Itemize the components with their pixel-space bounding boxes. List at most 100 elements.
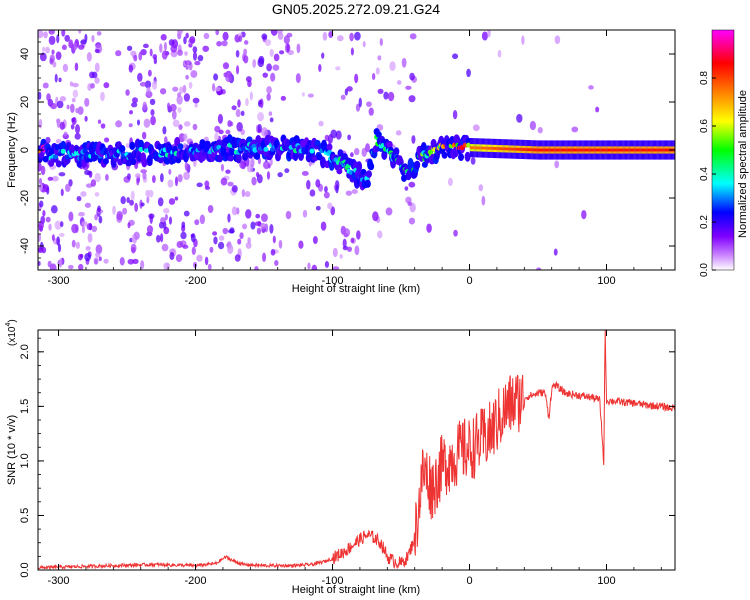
spectrogram-noise-cell	[61, 30, 66, 37]
spectrogram-noise-cell	[47, 176, 54, 181]
spectrogram-noise-cell	[183, 36, 187, 45]
spectrogram-band-cell	[564, 148, 566, 152]
spectrogram-noise-cell	[129, 110, 133, 115]
spectrogram-noise-cell	[174, 176, 179, 187]
spectrogram-noise-cell	[151, 175, 156, 184]
spectrogram-noise-cell	[190, 70, 198, 78]
spectrogram-noise-cell	[192, 97, 200, 104]
spectrogram-noise-cell	[96, 31, 102, 36]
spectrogram-band-cell	[562, 148, 565, 152]
spectrogram-noise-cell	[343, 228, 351, 237]
spectrogram-band-cell	[653, 148, 656, 152]
spectrogram-noise-cell	[252, 59, 257, 68]
spectrogram-band-cell	[516, 147, 519, 151]
spectrogram-noise-cell	[346, 86, 353, 92]
spectrogram-noise-cell	[142, 171, 147, 180]
snr-ytick-label: 0.0	[19, 562, 31, 577]
spectrogram-noise-cell	[324, 261, 330, 268]
spectrogram-band-cell	[42, 155, 49, 163]
colorbar-tick-label: 0.6	[699, 119, 710, 133]
spectrogram-band-cell	[623, 148, 625, 152]
spectrogram-band-cell	[556, 148, 558, 152]
spectrogram-band-cell	[496, 147, 498, 150]
spectrogram-band-cell	[654, 148, 657, 152]
spectrogram-noise-cell	[487, 30, 491, 38]
spectrogram-noise-cell	[158, 221, 165, 229]
spectrogram-noise-cell	[38, 177, 43, 185]
spectrogram-noise-cell	[199, 214, 206, 225]
spectrogram-noise-cell	[78, 263, 84, 270]
spectrogram-band-cell	[663, 148, 665, 152]
spectrogram-noise-cell	[278, 50, 285, 55]
spectrogram-noise-cell	[70, 124, 75, 130]
spectrogram-noise-cell	[221, 40, 228, 47]
spectrogram-noise-cell	[103, 137, 110, 143]
spectrogram-band-cell	[608, 148, 611, 152]
spectrogram-band-cell	[651, 148, 653, 152]
spectrogram-noise-cell	[270, 72, 276, 82]
spectrogram-noise-cell	[240, 110, 245, 117]
spectrogram-band-cell	[509, 147, 511, 151]
spectrogram-band-cell	[477, 146, 479, 150]
spectrogram-noise-cell	[262, 252, 267, 263]
spectrogram-band-cell	[612, 148, 614, 152]
spectrogram-noise-cell	[184, 60, 192, 66]
spectrogram-band-cell	[478, 146, 480, 150]
spectrogram-noise-cell	[243, 48, 248, 56]
spectrogram-band-cell	[589, 148, 591, 152]
spectrogram-noise-cell	[354, 245, 360, 256]
spectrogram-noise-cell	[286, 43, 290, 53]
spectrogram-band-cell	[559, 148, 561, 152]
spectrogram-noise-cell	[311, 264, 318, 270]
spectrogram-noise-cell	[176, 30, 184, 35]
spectrogram-noise-cell	[48, 35, 56, 45]
spectrogram-noise-cell	[447, 177, 453, 187]
spectrogram-noise-cell	[54, 73, 58, 83]
spectrogram-noise-cell	[183, 121, 191, 127]
spectrogram-noise-cell	[332, 247, 338, 258]
spectrogram-band-cell	[487, 146, 489, 150]
spectrogram-band-cell	[199, 139, 206, 147]
spectrogram-band-cell	[606, 148, 608, 152]
spectrogram-noise-cell	[554, 160, 560, 169]
spectrogram-band-cell	[605, 148, 607, 152]
spectrogram-noise-cell	[278, 239, 283, 249]
spectrogram-noise-cell	[38, 162, 42, 172]
spectrogram-noise-cell	[160, 34, 167, 41]
spectrogram-band-cell	[557, 148, 559, 152]
spectrogram-noise-cell	[94, 62, 100, 73]
spectrogram-noise-cell	[472, 124, 480, 132]
spectrogram-noise-cell	[74, 62, 79, 72]
spectrogram-noise-cell	[264, 39, 272, 46]
snr-scale-label: (x104)	[5, 319, 18, 346]
spectrogram-band-cell	[648, 148, 650, 152]
spectrogram-band-cell	[494, 147, 497, 150]
spectrogram-noise-cell	[157, 197, 164, 207]
colorbar-gradient	[711, 29, 735, 271]
spectrogram-band-cell	[594, 148, 596, 152]
spectrogram-noise-cell	[266, 63, 272, 72]
spectrogram-noise-cell	[76, 196, 82, 202]
spectrogram-noise-cell	[323, 191, 330, 199]
spectrogram-ytick-label: 20	[19, 96, 31, 108]
spectrogram-noise-cell	[184, 161, 189, 171]
spectrogram-noise-cell	[47, 260, 52, 268]
spectrogram-noise-cell	[262, 72, 269, 78]
spectrogram-band-cell	[569, 148, 571, 152]
snr-x-axis: -300 -200 -100 0 100	[48, 330, 662, 587]
spectrogram-noise-cell	[63, 131, 68, 137]
spectrogram-band-cell	[119, 145, 126, 153]
spectrogram-noise-cell	[103, 258, 109, 264]
spectrogram-noise-cell	[59, 121, 65, 130]
spectrogram-band-cell	[474, 146, 476, 150]
spectrogram-band-cell	[508, 147, 510, 151]
spectrogram-band-cell	[665, 148, 668, 152]
spectrogram-noise-cell	[243, 55, 249, 64]
spectrogram-noise-cell	[42, 209, 46, 217]
spectrogram-noise-cell	[217, 113, 224, 124]
spectrogram-noise-cell	[345, 190, 353, 196]
spectrogram-noise-cell	[64, 34, 71, 42]
spectrogram-band-cell	[49, 147, 56, 155]
spectrogram-noise-cell	[227, 181, 234, 187]
spectrogram-noise-cell	[134, 202, 139, 213]
